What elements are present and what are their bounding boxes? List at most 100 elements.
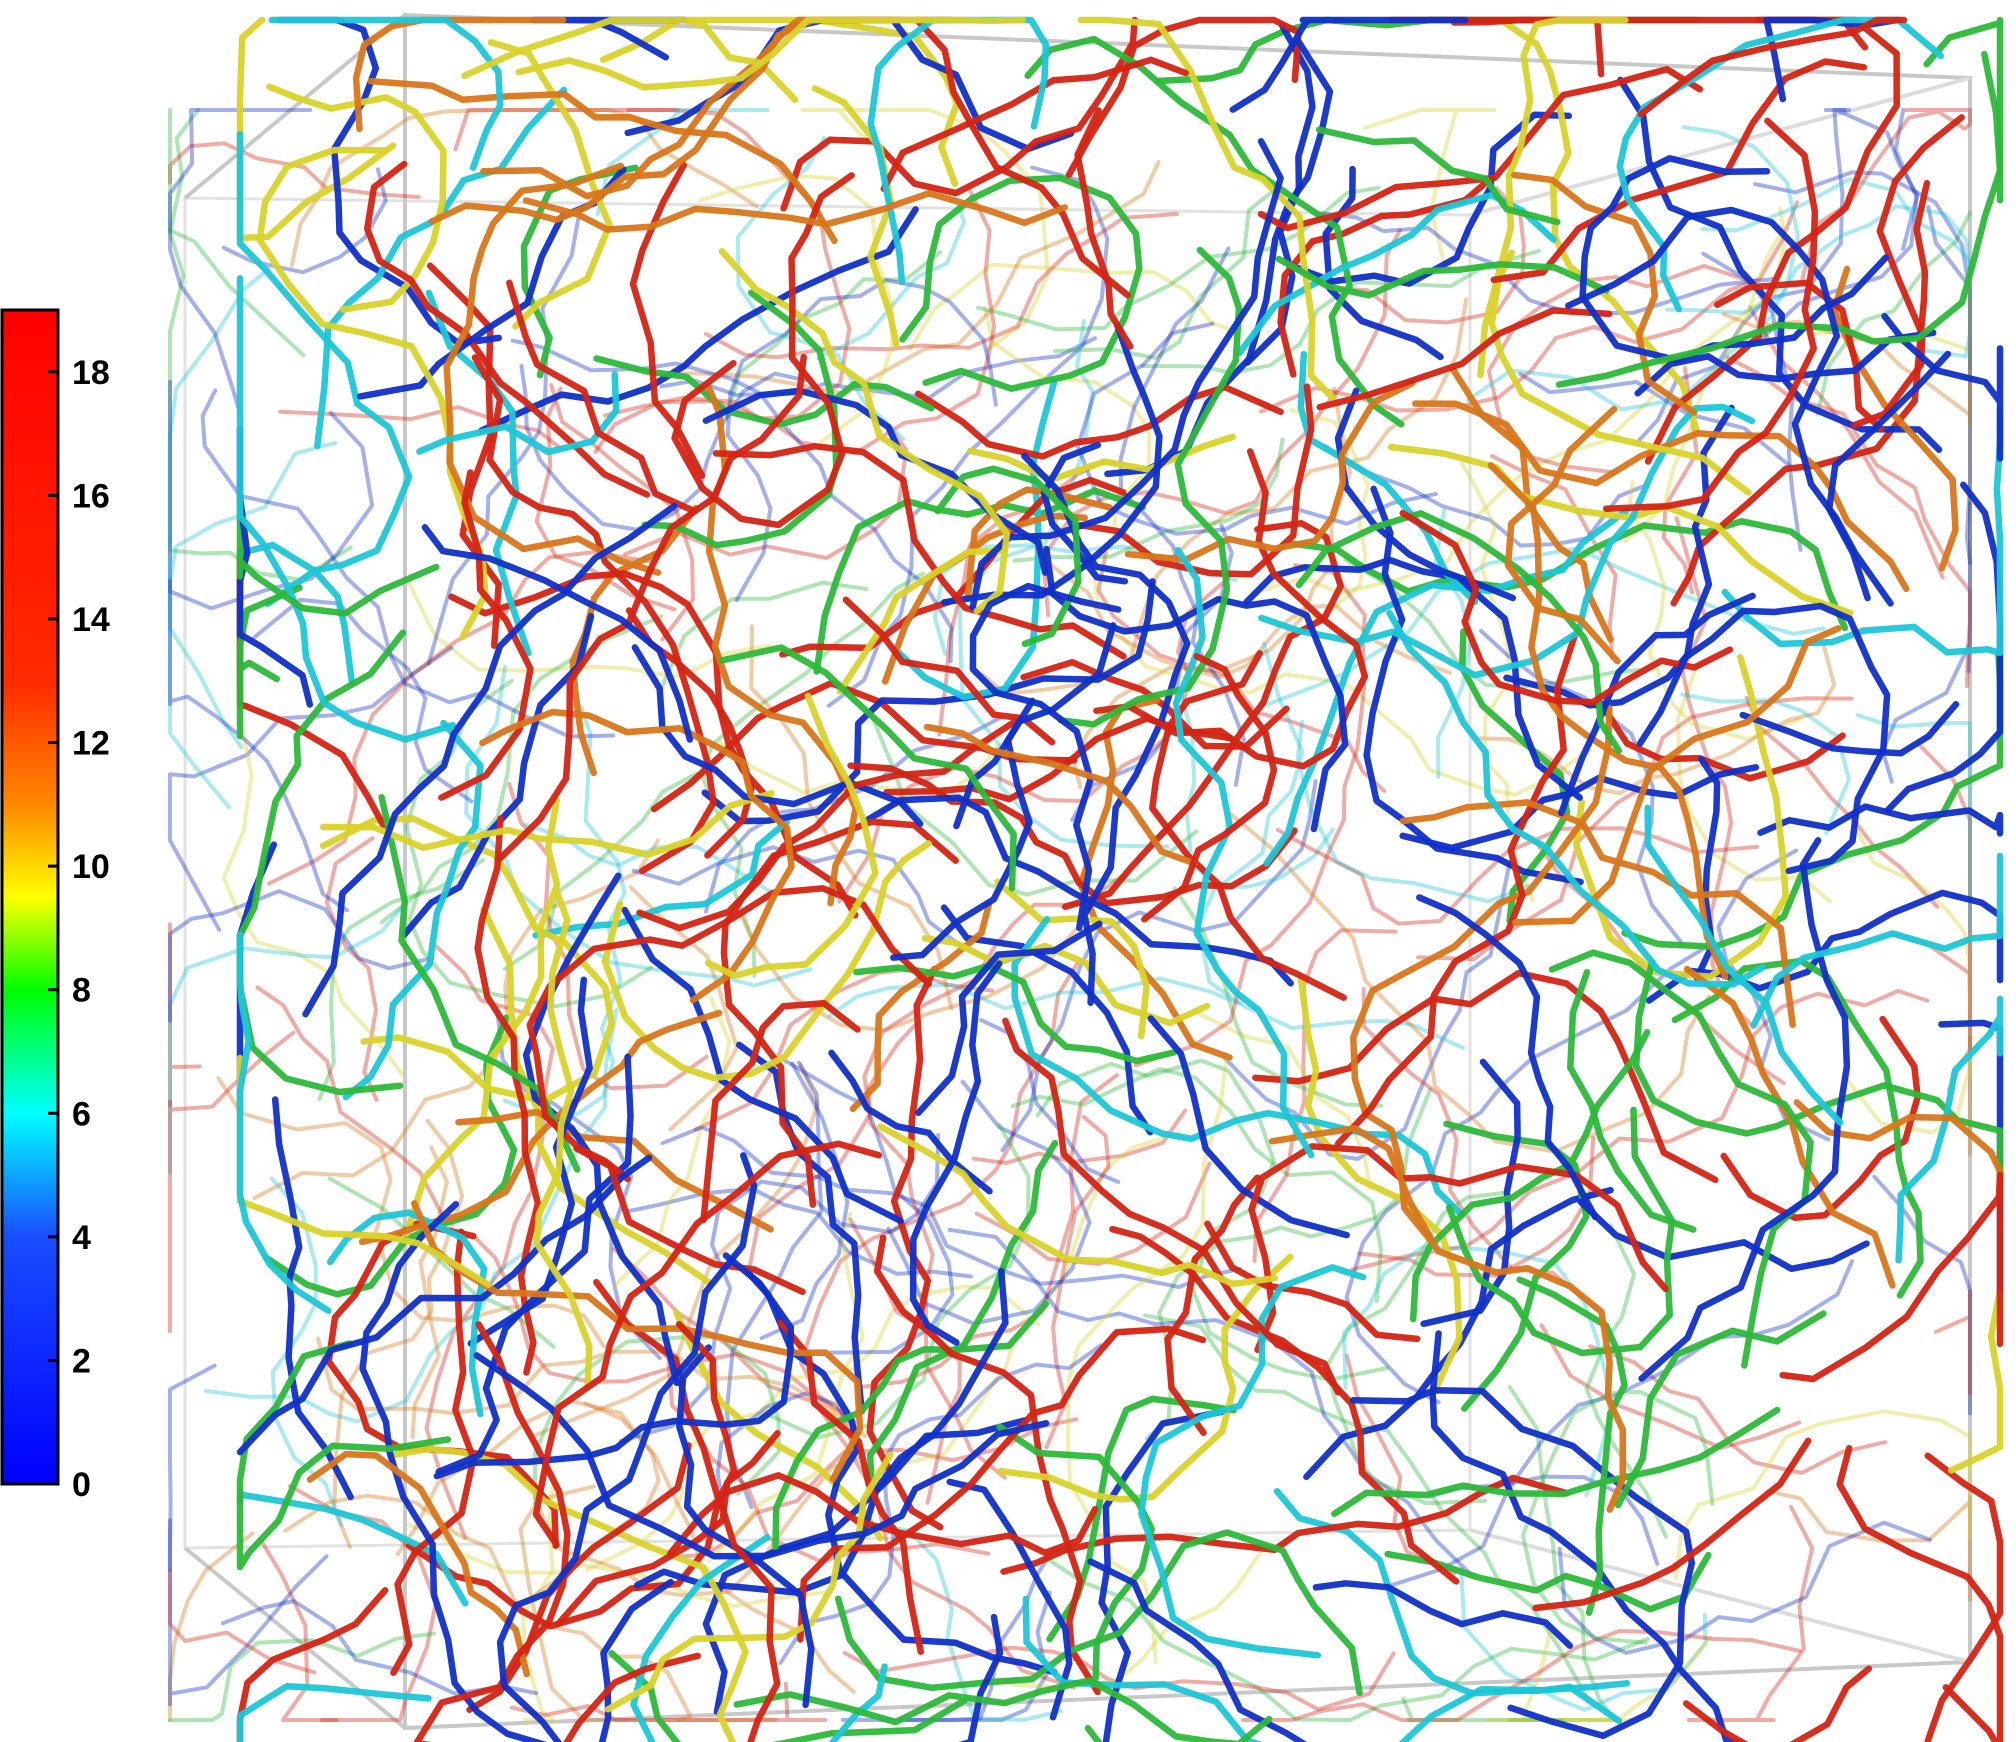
polymer-strand xyxy=(1744,695,1940,909)
polymer-strand xyxy=(1087,1558,1308,1742)
polymer-strand xyxy=(997,1253,1294,1503)
polymer-strand xyxy=(1683,965,1896,1289)
network-strands-background xyxy=(168,108,1972,1722)
polymer-strand xyxy=(1002,1017,1342,1396)
polymer-strand xyxy=(378,793,581,1173)
polymer-strand xyxy=(221,167,388,275)
polymer-strand xyxy=(1637,16,1908,118)
polymer-strand xyxy=(621,906,904,1225)
polymer-strand xyxy=(520,164,639,379)
polymer-strand xyxy=(1118,246,1246,787)
polymer-strand xyxy=(425,289,532,657)
polymer-strand xyxy=(866,965,944,1531)
polymer-strand xyxy=(236,584,303,740)
polymer-strand xyxy=(1024,35,1405,428)
polymer-strand xyxy=(325,1220,559,1550)
polymer-strand xyxy=(909,960,1003,1346)
polymer-strand xyxy=(1257,66,1704,232)
polymer-strand xyxy=(996,1423,1155,1682)
polymer-strand xyxy=(480,906,714,1287)
polymer-strand xyxy=(268,16,504,171)
polymer-strand xyxy=(1884,481,2004,814)
polymer-strand xyxy=(168,440,338,810)
polymer-strand xyxy=(168,141,421,199)
polymer-strand xyxy=(1065,16,1302,179)
polymer-strand xyxy=(704,692,879,980)
polymer-strand xyxy=(718,644,1017,892)
polymer-strand xyxy=(940,322,1163,606)
polymer-strand xyxy=(866,1020,1007,1480)
polymer-strand xyxy=(842,1645,1396,1712)
polymer-strand xyxy=(986,1541,1269,1689)
polymer-strand xyxy=(780,16,1138,212)
polymer-strand xyxy=(510,1681,828,1722)
polymer-strand xyxy=(797,1325,1207,1643)
polymer-strand xyxy=(1344,1353,1457,1575)
polymer-strand xyxy=(947,1227,1474,1578)
polymer-strand xyxy=(1252,928,1398,1263)
polymer-strand xyxy=(1577,1198,1870,1273)
polymer-strand xyxy=(236,629,407,1096)
polymer-strand xyxy=(168,889,435,1023)
polymer-strand xyxy=(236,931,332,1314)
polymer-strand xyxy=(1614,1310,1827,1509)
box-edge-bottom-right xyxy=(1469,1528,1971,1664)
polymer-strand xyxy=(1757,803,2004,837)
polymer-strand xyxy=(168,1363,217,1572)
polymer-strand xyxy=(1399,509,1734,706)
polymer-strand xyxy=(168,108,306,358)
polymer-strand xyxy=(471,354,717,875)
colorbar-tick-label: 16 xyxy=(72,477,110,515)
polymer-strand xyxy=(1565,206,1894,607)
polymer-strand xyxy=(1851,114,1965,429)
polymer-strand xyxy=(168,578,349,913)
polymer-strand xyxy=(267,550,654,886)
polymer-strand xyxy=(496,1152,758,1742)
polymer-strand xyxy=(367,77,838,245)
polymer-strand xyxy=(1634,329,1937,397)
polymer-strand xyxy=(1891,744,1972,1058)
polymer-strand xyxy=(958,1613,1004,1742)
polymer-strand xyxy=(1387,16,1605,78)
polymer-strand xyxy=(314,86,568,450)
polymer-strand xyxy=(1923,16,2004,204)
polymer-strand xyxy=(759,1061,850,1341)
polymer-strand xyxy=(1830,265,1959,572)
polymer-strand xyxy=(853,962,1177,1065)
polymer-strand xyxy=(583,1401,856,1694)
polymer-strand xyxy=(407,582,803,680)
polymer-strand xyxy=(1258,403,1756,679)
polymer-strand xyxy=(593,355,935,428)
colorbar-tick-label: 0 xyxy=(72,1466,91,1504)
polymer-strand xyxy=(421,524,694,743)
polymer-strand xyxy=(266,83,447,313)
polymer-strand xyxy=(1539,1323,1802,1450)
polymer-strand xyxy=(718,248,1011,615)
polymer-strand xyxy=(287,1484,438,1722)
polymer-strand xyxy=(628,885,739,1132)
polymer-strand xyxy=(271,1096,354,1501)
polymer-strand xyxy=(1520,1389,1715,1645)
polymer-strand xyxy=(904,1590,1052,1722)
polymer-strand xyxy=(724,1060,824,1510)
polymer-strand xyxy=(1109,1225,1460,1585)
polymer-strand xyxy=(1297,350,1479,605)
polymer-strand xyxy=(342,719,484,1101)
polymer-strand xyxy=(1275,255,1610,299)
polymer-strand xyxy=(1250,206,1787,595)
polymer-strand xyxy=(1117,631,1593,797)
polymer-strand xyxy=(1384,1550,1712,1613)
polymer-strand xyxy=(1567,968,1697,1233)
polymer-strand xyxy=(1409,1029,1651,1323)
polymer-strand xyxy=(466,1442,692,1713)
polymer-strand xyxy=(1149,650,1347,1001)
polymer-strand xyxy=(868,1523,1063,1722)
polymer-strand xyxy=(604,1451,894,1713)
polymer-strand xyxy=(1041,228,1402,618)
polymer-strand xyxy=(1416,894,1599,1221)
polymer-strand xyxy=(969,582,1122,932)
polymer-strand xyxy=(1043,545,1349,833)
polymer-strand xyxy=(598,1578,674,1742)
polymer-strand xyxy=(934,465,1082,648)
